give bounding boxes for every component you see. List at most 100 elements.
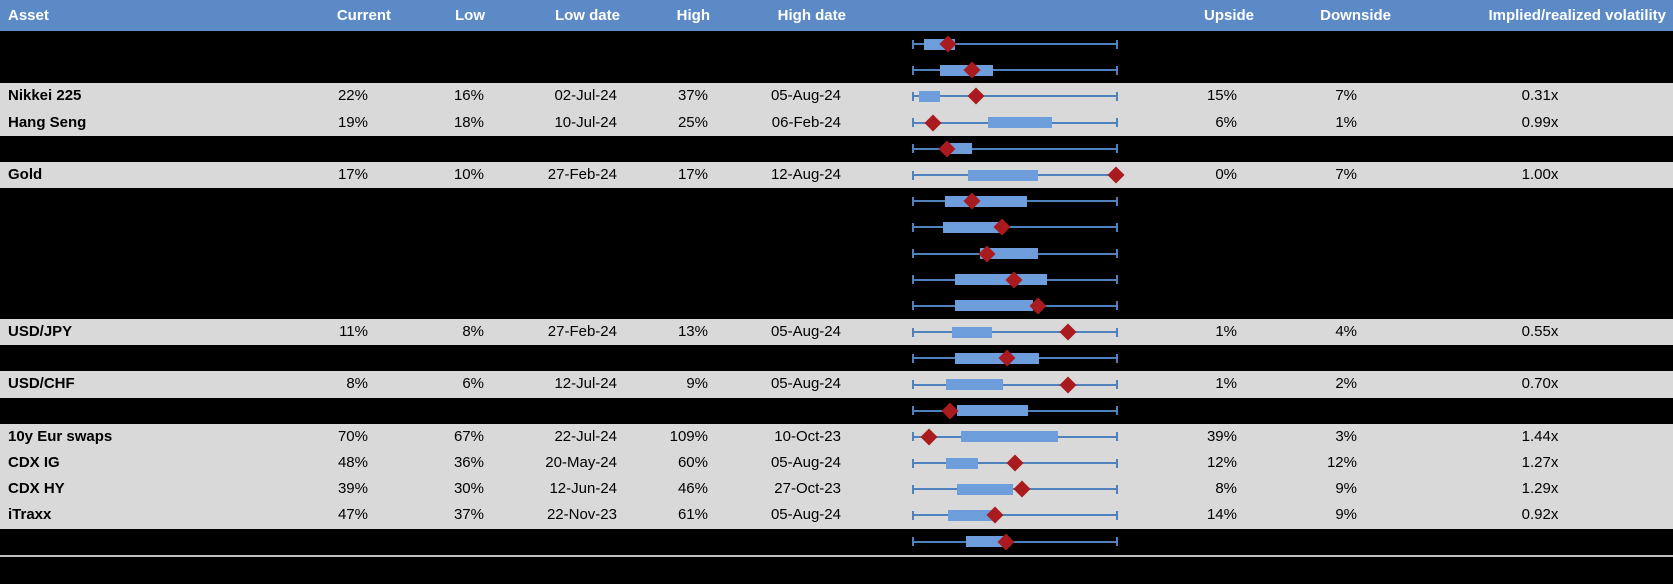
range-boxplot [912,83,1118,109]
range-boxplot [912,476,1118,502]
table-row: iTraxx 47% 37% 22-Nov-23 61% 05-Aug-24 14% 9% 0.… [0,502,1673,529]
current-cell: 22% [337,87,368,105]
whisker-cap-right [1116,144,1118,154]
asset-cell: Nikkei 225 [8,87,82,105]
table-row [0,345,1673,372]
asset-cell: iTraxx [8,506,52,524]
whisker-cap-left [912,118,914,128]
whisker-cap-right [1116,275,1118,285]
whisker-cap-left [912,432,914,442]
high-date-cell: 06-Feb-24 [771,113,841,131]
vol-ratio-cell: 0.70x [1521,375,1559,393]
range-boxplot [912,345,1118,371]
low-date-cell: 12-Jun-24 [549,480,617,498]
low-date-cell: 02-Jul-24 [554,87,617,105]
current-marker-diamond [1006,454,1024,472]
low-cell: 30% [453,480,484,498]
high-date-cell: 05-Aug-24 [770,375,841,393]
iqr-box [955,352,1040,364]
low-date-cell: 22-Nov-23 [546,506,617,524]
current-marker-diamond [1059,323,1077,341]
whisker-cap-right [1116,537,1118,547]
current-cell: 19% [337,113,368,131]
whisker-cap-right [1116,510,1118,520]
upside-cell: 6% [1215,113,1237,131]
table-row: Nikkei 225 22% 16% 02-Jul-24 37% 05-Aug-24 15%… [0,83,1673,110]
table-row [0,397,1673,424]
low-date-cell: 20-May-24 [545,454,617,471]
table-row: CDX HY 39% 30% 12-Jun-24 46% 27-Oct-23 8% 9% 1.2… [0,476,1673,503]
whisker-cap-left [912,301,914,311]
whisker-cap-right [1116,432,1118,442]
iqr-box [949,143,972,155]
table-row: Gold 17% 10% 27-Feb-24 17% 12-Aug-24 0% 7% 1.00x [0,161,1673,189]
whisker-cap-left [912,222,914,232]
upside-cell: 15% [1206,87,1237,105]
range-boxplot [912,502,1118,528]
table-row: 10y Eur swaps 70% 67% 22-Jul-24 109% 10-Oct-2… [0,423,1673,450]
whisker-cap-right [1116,91,1118,101]
range-boxplot [912,31,1118,57]
current-cell: 70% [337,427,368,445]
iqr-box [948,509,992,521]
table-row: USD/JPY 11% 8% 27-Feb-24 13% 05-Aug-24 1% 4% 0.5… [0,319,1673,346]
table-row [0,528,1673,555]
low-cell: 6% [462,375,484,393]
whisker-cap-left [912,380,914,390]
current-cell: 17% [337,165,368,183]
col-header-high: High [676,7,710,24]
current-marker-diamond [924,114,942,132]
iqr-box [955,300,1033,312]
whisker-cap-left [912,327,914,337]
low-cell: 10% [453,165,484,183]
vol-ratio-cell: 1.00x [1521,165,1559,183]
upside-cell: 1% [1215,375,1237,393]
low-date-cell: 27-Feb-24 [547,165,617,183]
whisker-cap-right [1116,118,1118,128]
asset-cell: Gold [8,165,43,183]
whisker-line [912,383,1118,386]
bottom-black-strip [0,556,1673,584]
vol-ratio-cell: 1.27x [1521,454,1559,471]
vol-ratio-cell: 1.29x [1521,480,1559,498]
current-cell: 8% [346,375,368,393]
iqr-box [956,405,1028,417]
range-boxplot [912,57,1118,83]
whisker-line [912,226,1118,229]
high-cell: 61% [677,506,708,524]
table-header: Asset Current Low Low date High High dat… [0,0,1673,31]
whisker-cap-right [1116,301,1118,311]
vol-ratio-cell: 0.92x [1521,506,1559,524]
whisker-cap-left [912,275,914,285]
high-cell: 37% [677,87,708,105]
whisker-line [912,95,1118,98]
whisker-cap-right [1116,353,1118,363]
high-date-cell: 05-Aug-24 [770,454,841,471]
whisker-cap-left [912,65,914,75]
high-cell: 17% [677,165,708,183]
high-cell: 109% [669,427,708,445]
table-row [0,57,1673,84]
iqr-box [965,536,1005,548]
whisker-cap-left [912,458,914,468]
low-cell: 36% [453,454,484,471]
low-cell: 18% [453,113,484,131]
low-date-cell: 10-Jul-24 [554,113,617,131]
iqr-box [956,483,1013,495]
col-header-low: Low [455,7,485,24]
col-header-current: Current [336,7,391,24]
col-header-downside: Downside [1320,7,1391,24]
range-boxplot [912,214,1118,240]
whisker-cap-left [912,144,914,154]
high-cell: 60% [677,454,708,471]
table-body: Nikkei 225 22% 16% 02-Jul-24 37% 05-Aug-24 15%… [0,31,1673,555]
range-boxplot [912,371,1118,397]
col-header-upside: Upside [1203,7,1254,24]
whisker-line [912,331,1118,334]
whisker-cap-left [912,91,914,101]
whisker-cap-left [912,406,914,416]
low-date-cell: 27-Feb-24 [547,323,617,341]
asset-cell: CDX HY [8,480,65,498]
range-boxplot [912,136,1118,162]
iqr-box [979,248,1039,260]
